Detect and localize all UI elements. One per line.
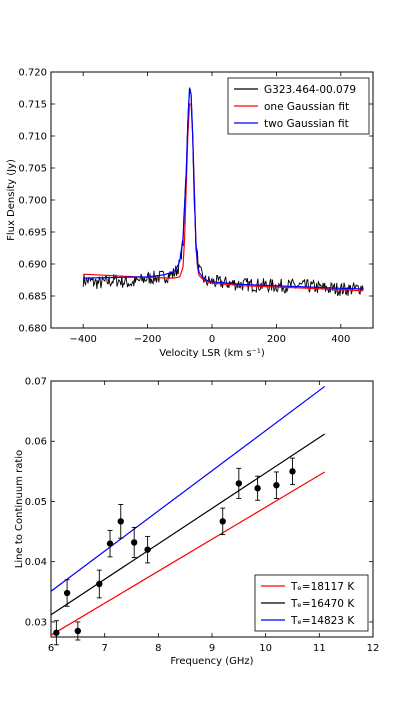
ratio-y-axis-label: Line to Continuum ratio <box>14 450 25 568</box>
y-tick-label: 0.710 <box>18 132 47 143</box>
y-tick-label: 0.685 <box>18 292 47 303</box>
x-tick-label: 10 <box>259 643 272 654</box>
y-tick-label: 0.705 <box>18 164 47 175</box>
data-point <box>106 540 114 547</box>
spectrum-panel: 0.680 0.685 0.690 0.695 0.700 0.705 0.710 0.715… <box>6 68 374 359</box>
y-tick-label: 0.07 <box>25 377 47 388</box>
y-tick-label: 0.04 <box>25 557 47 568</box>
x-tick-label: 7 <box>101 643 107 654</box>
x-tick-label: 6 <box>48 643 54 654</box>
data-point <box>63 589 71 597</box>
y-tick-label: 0.720 <box>18 68 47 79</box>
legend-label-te-16470: Tₑ=16470 K <box>290 598 355 610</box>
x-tick-label: −200 <box>134 334 161 345</box>
ratio-panel: 0.03 0.04 0.05 0.06 0.07 6 7 8 9 10 11 12 Frequenc… <box>14 377 379 668</box>
x-tick-label: 200 <box>267 334 286 345</box>
legend-label-te-14823: Tₑ=14823 K <box>290 615 355 627</box>
data-point <box>273 482 280 489</box>
spectrum-x-axis-label: Velocity LSR (km s⁻¹) <box>159 348 265 359</box>
legend-label-one-gaussian: one Gaussian fit <box>264 101 349 113</box>
y-tick-label: 0.700 <box>18 196 47 207</box>
y-tick-label: 0.695 <box>18 228 47 239</box>
data-point <box>74 627 82 635</box>
data-point <box>117 518 124 525</box>
spectrum-y-axis-label: Flux Density (Jy) <box>6 159 17 241</box>
data-point <box>219 518 226 525</box>
y-tick-label: 0.690 <box>18 260 47 271</box>
x-tick-label: 11 <box>313 643 326 654</box>
x-tick-label: −400 <box>69 334 96 345</box>
legend-label-two-gaussian: two Gaussian fit <box>264 118 349 130</box>
legend-label-observed: G323.464-00.079 <box>264 84 356 96</box>
y-tick-label: 0.03 <box>25 617 47 628</box>
data-point <box>254 485 261 492</box>
spectrum-x-ticks: −400 −200 0 200 400 <box>69 72 350 345</box>
data-point <box>144 546 151 553</box>
y-tick-label: 0.06 <box>25 437 47 448</box>
fit-line-te-18117 <box>50 471 326 636</box>
ratio-series <box>50 385 326 646</box>
series-line-two-gaussian <box>83 87 364 290</box>
y-tick-label: 0.715 <box>18 100 47 111</box>
spectrum-series <box>82 87 364 297</box>
spectrum-y-ticks: 0.680 0.685 0.690 0.695 0.700 0.705 0.710 0.715… <box>18 68 373 335</box>
data-point <box>96 580 103 588</box>
y-tick-label: 0.680 <box>18 324 47 335</box>
x-tick-label: 12 <box>367 643 380 654</box>
x-tick-label: 400 <box>331 334 350 345</box>
legend-label-te-18117: Tₑ=18117 K <box>290 581 355 593</box>
ratio-y-ticks: 0.03 0.04 0.05 0.06 0.07 <box>25 377 373 628</box>
x-tick-label: 0 <box>209 334 215 345</box>
ratio-x-axis-label: Frequency (GHz) <box>170 656 253 667</box>
y-tick-label: 0.05 <box>25 497 47 508</box>
data-point <box>130 539 138 546</box>
data-point <box>235 480 243 487</box>
data-point <box>53 629 60 636</box>
x-tick-label: 9 <box>209 643 215 654</box>
x-tick-label: 8 <box>155 643 161 654</box>
fit-line-te-14823 <box>50 385 326 592</box>
spectrum-legend: G323.464-00.079 one Gaussian fit two Gau… <box>227 77 370 135</box>
ratio-legend: Tₑ=18117 K Tₑ=16470 K Tₑ=14823 K <box>254 574 369 632</box>
data-point <box>289 468 296 475</box>
ratio-x-ticks: 6 7 8 9 10 11 12 <box>48 381 380 654</box>
